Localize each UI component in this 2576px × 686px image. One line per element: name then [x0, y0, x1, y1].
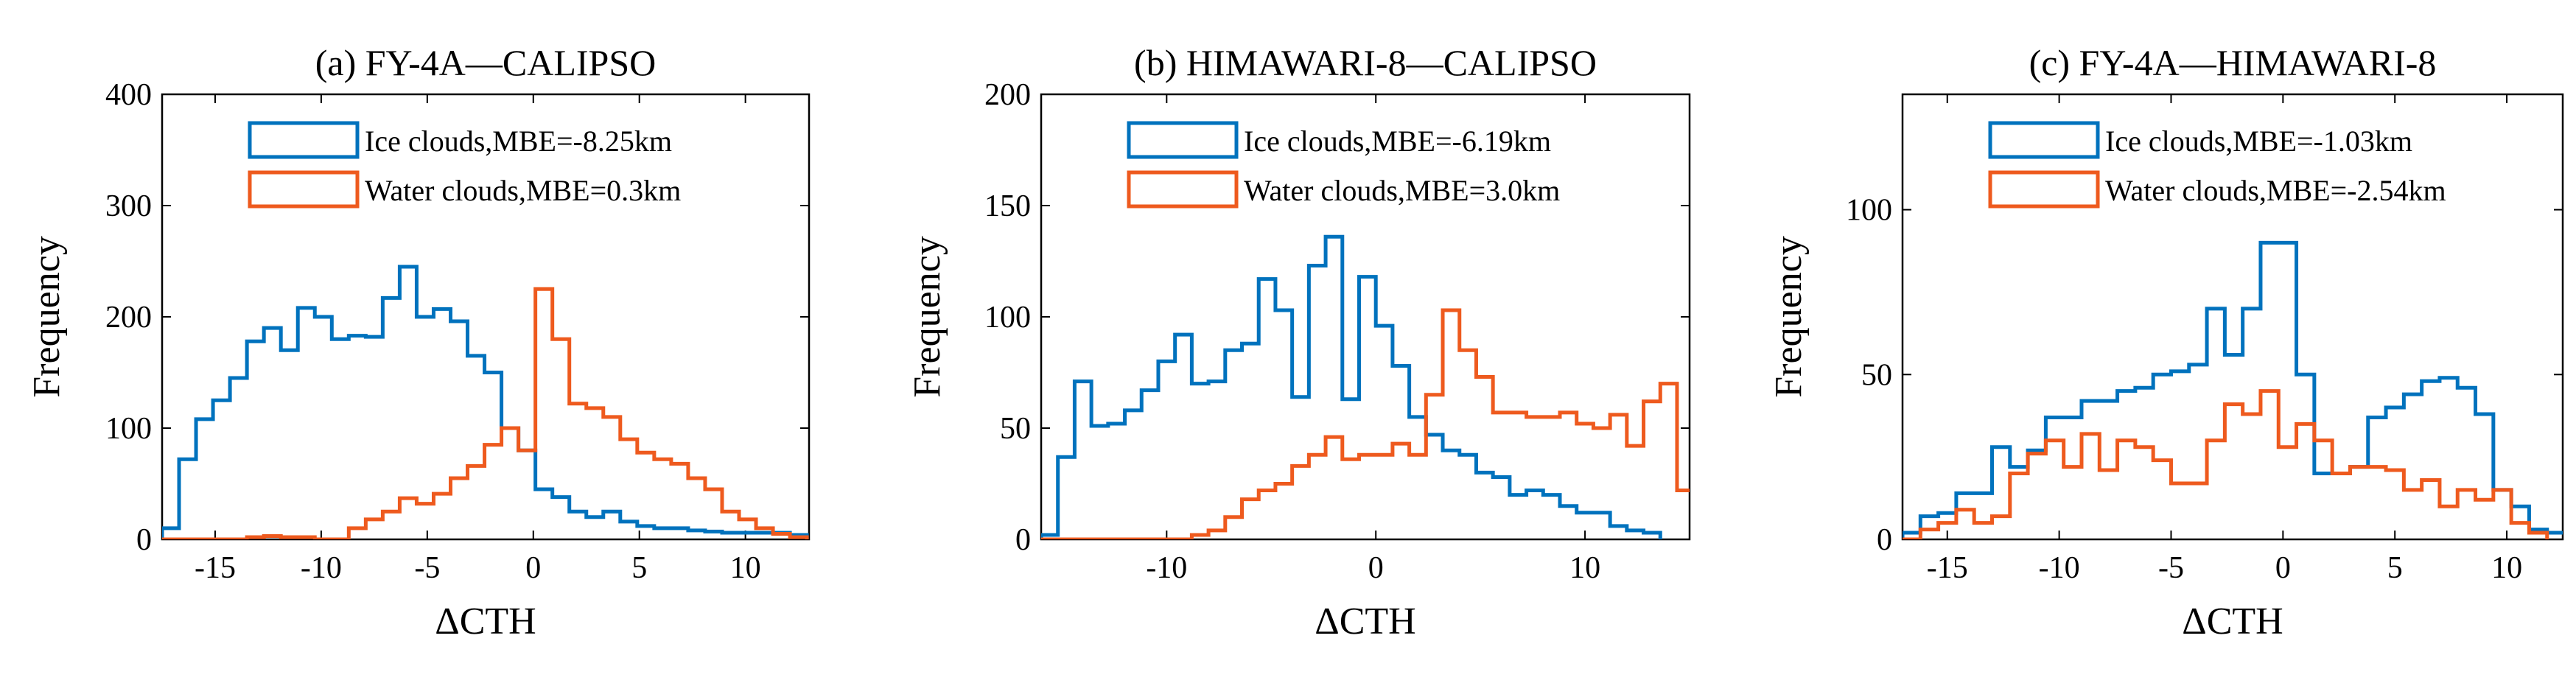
series-line	[1903, 389, 2549, 539]
legend-label: Ice clouds,MBE=-1.03km	[2105, 125, 2412, 158]
legend-label: Water clouds,MBE=3.0km	[1244, 174, 1560, 207]
axes-frame	[1901, 93, 2564, 541]
x-axis-label: ΔCTH	[435, 601, 536, 643]
y-tick-label: 100	[105, 412, 152, 446]
y-axis-label: Frequency	[1768, 236, 1810, 397]
series-line	[1903, 240, 2563, 539]
y-axis-label: Frequency	[26, 236, 68, 397]
y-tick-label: 200	[984, 78, 1031, 112]
series-line	[162, 287, 809, 539]
x-axis-label: ΔCTH	[1315, 601, 1415, 643]
y-tick-label: 0	[1015, 523, 1031, 557]
x-tick-label: -10	[2039, 551, 2080, 585]
x-tick-label: 5	[2387, 551, 2403, 585]
legend-swatch	[1988, 121, 2100, 159]
series-ice-clouds	[1903, 240, 2563, 539]
legend-swatch	[248, 121, 360, 159]
y-tick-label: 200	[105, 301, 152, 335]
y-tick-label: 400	[105, 78, 152, 112]
x-tick-label: 10	[2491, 551, 2522, 585]
legend: Ice clouds,MBE=-6.19km Water clouds,MBE=3…	[1119, 116, 1664, 223]
x-tick-label: 5	[631, 551, 647, 585]
series-ice-clouds	[1041, 234, 1662, 539]
x-tick-label: -15	[195, 551, 236, 585]
y-tick-label: 100	[984, 301, 1031, 335]
x-tick-label: -10	[301, 551, 342, 585]
y-tick-label: 50	[1000, 412, 1031, 446]
chart-title: (c) FY-4A—HIMAWARI-8	[2029, 42, 2437, 83]
y-tick-label: 300	[105, 189, 152, 223]
x-tick-label: 0	[2275, 551, 2291, 585]
x-tick-label: -5	[414, 551, 440, 585]
y-tick-label: 0	[1877, 523, 1892, 557]
chart-title: (b) HIMAWARI-8—CALIPSO	[1134, 42, 1597, 83]
legend-swatch	[248, 170, 360, 209]
series-water-clouds	[1903, 389, 2549, 539]
legend-swatch	[1127, 170, 1239, 209]
series-ice-clouds	[162, 265, 809, 539]
x-tick-label: -10	[1146, 551, 1187, 585]
legend-label: Ice clouds,MBE=-6.19km	[1244, 125, 1551, 158]
y-tick-label: 0	[136, 523, 152, 557]
legend: Ice clouds,MBE=-1.03km Water clouds,MBE=-…	[1988, 121, 2446, 209]
x-tick-label: 10	[1569, 551, 1600, 585]
legend: Ice clouds,MBE=-8.25km Water clouds,MBE=0…	[239, 116, 785, 223]
panel-2: (b) HIMAWARI-8—CALIPSO-10 0 10050100150200…	[906, 42, 1691, 643]
y-tick-label: 100	[1846, 194, 1892, 228]
legend-label: Water clouds,MBE=-2.54km	[2105, 174, 2446, 207]
x-tick-label: 10	[730, 551, 761, 585]
panel-3: (c) FY-4A—HIMAWARI-8-15 -10 -5 0 5 10050100ΔC…	[1768, 42, 2564, 643]
x-tick-label: -15	[1927, 551, 1968, 585]
x-axis-label: ΔCTH	[2182, 601, 2283, 643]
chart-title: (a) FY-4A—CALIPSO	[315, 42, 657, 83]
series-line	[1041, 234, 1662, 539]
legend-swatch	[1988, 170, 2100, 209]
legend-label: Water clouds,MBE=0.3km	[365, 174, 681, 207]
panel-1: (a) FY-4A—CALIPSO-15 -10 -5 0 5 1001002003004…	[26, 42, 811, 643]
x-tick-label: 0	[525, 551, 541, 585]
x-tick-label: 0	[1368, 551, 1384, 585]
series-water-clouds	[1041, 308, 1690, 539]
x-tick-label: -5	[2158, 551, 2184, 585]
legend-label: Ice clouds,MBE=-8.25km	[365, 125, 672, 158]
series-line	[162, 265, 809, 539]
y-tick-label: 50	[1861, 358, 1892, 392]
y-axis-label: Frequency	[906, 236, 948, 397]
series-water-clouds	[162, 287, 809, 539]
legend-swatch	[1127, 121, 1239, 159]
series-line	[1041, 308, 1690, 539]
y-tick-label: 150	[984, 189, 1031, 223]
